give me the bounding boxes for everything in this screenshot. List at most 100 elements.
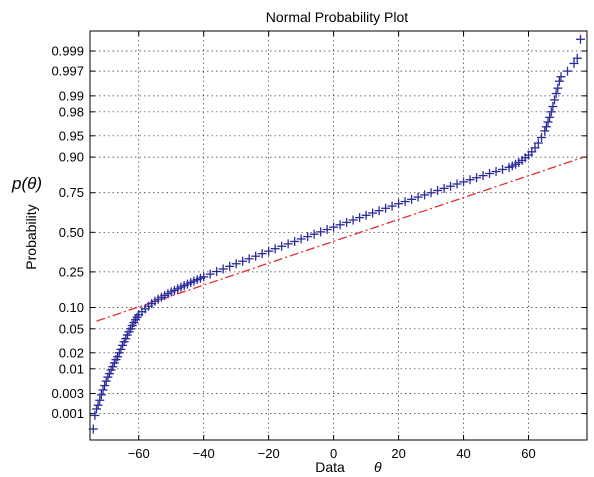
x-tick-label: 40 (456, 446, 470, 461)
y-tick-label: 0.02 (59, 345, 84, 360)
y-tick-label: 0.10 (59, 300, 84, 315)
data-point (199, 272, 209, 282)
y-tick-label: 0.50 (59, 225, 84, 240)
reference-line (96, 156, 584, 322)
data-point (101, 376, 111, 386)
data-point (548, 102, 558, 112)
data-point (541, 122, 551, 132)
data-point (433, 186, 443, 196)
y-axis-ticks: 0.001 0.003 0.010.02 0.05 0.10 0.25 0.50 0.75 0.… (51, 44, 587, 421)
data-point (88, 424, 98, 434)
data-point (277, 241, 287, 251)
data-point (576, 34, 586, 44)
data-point (553, 83, 563, 93)
data-point (205, 269, 215, 279)
data-point (381, 203, 391, 213)
data-point (543, 117, 553, 127)
x-tick-label: −40 (193, 446, 215, 461)
data-point (329, 222, 339, 232)
data-point (426, 188, 436, 198)
data-point (394, 199, 404, 209)
y-tick-label: 0.98 (59, 104, 84, 119)
data-point (96, 390, 106, 400)
data-point (540, 126, 550, 136)
data-point (270, 244, 280, 254)
data-point (530, 143, 540, 153)
data-point (446, 181, 456, 191)
data-point (572, 53, 582, 63)
data-point (244, 254, 254, 264)
data-point (563, 66, 573, 76)
data-point (491, 167, 501, 177)
y-tick-label: 0.01 (59, 361, 84, 376)
data-point (91, 404, 101, 414)
data-point (533, 138, 543, 148)
x-axis-ticks: −60 −40 −20 0 20 40 60 (128, 31, 536, 461)
data-point (478, 171, 488, 181)
data-point (551, 89, 561, 99)
data-point (257, 249, 267, 259)
data-point (387, 201, 397, 211)
y-tick-label: 0.75 (59, 185, 84, 200)
data-point (93, 400, 103, 410)
data-point (546, 107, 556, 117)
data-point (485, 168, 495, 178)
x-tick-label: −60 (128, 446, 150, 461)
data-point (238, 256, 248, 266)
data-point (550, 95, 560, 105)
data-point (342, 217, 352, 227)
y-axis-label: Probability (23, 204, 39, 269)
data-point (225, 261, 235, 271)
x-tick-label: 0 (330, 446, 337, 461)
x-tick-label: 60 (521, 446, 535, 461)
data-point (537, 132, 547, 142)
y-tick-label: 0.001 (51, 406, 84, 421)
data-point (309, 229, 319, 239)
x-tick-label: 20 (391, 446, 405, 461)
y-tick-label: 0.99 (59, 88, 84, 103)
data-point (296, 234, 306, 244)
data-point (355, 213, 365, 223)
data-point (283, 239, 293, 249)
data-point (100, 381, 110, 391)
data-point (98, 385, 108, 395)
data-point (368, 208, 378, 218)
data-point (322, 225, 332, 235)
data-point (303, 232, 313, 242)
y-tick-label: 0.003 (51, 386, 84, 401)
data-point (472, 173, 482, 183)
data-point (231, 259, 241, 269)
x-axis-label-symbol: θ (374, 459, 382, 475)
data-point (348, 215, 358, 225)
data-point (554, 76, 564, 86)
data-point (374, 206, 384, 216)
data-point (361, 210, 371, 220)
data-point (95, 395, 105, 405)
chart-title: Normal Probability Plot (266, 9, 408, 25)
data-point (113, 352, 123, 362)
x-axis-label: Data θ (315, 459, 382, 475)
data-point (104, 369, 114, 379)
y-tick-label: 0.999 (51, 44, 84, 59)
data-point (465, 175, 475, 185)
data-point (212, 267, 222, 277)
data-point (498, 164, 508, 174)
data-point (439, 183, 449, 193)
data-point (116, 344, 126, 354)
data-point (400, 197, 410, 207)
y-tick-label: 0.997 (51, 64, 84, 79)
plot-frame (89, 30, 588, 441)
data-point (316, 227, 326, 237)
y-tick-label: 0.90 (59, 150, 84, 165)
x-axis-label-text: Data (315, 459, 345, 475)
data-point (407, 194, 417, 204)
data-point (556, 72, 566, 82)
y-tick-label: 0.25 (59, 264, 84, 279)
y-axis-annotation: p(θ) (11, 174, 42, 193)
y-tick-label: 0.95 (59, 128, 84, 143)
data-point (290, 236, 300, 246)
data-point (264, 246, 274, 256)
data-point (335, 220, 345, 230)
data-point (413, 192, 423, 202)
